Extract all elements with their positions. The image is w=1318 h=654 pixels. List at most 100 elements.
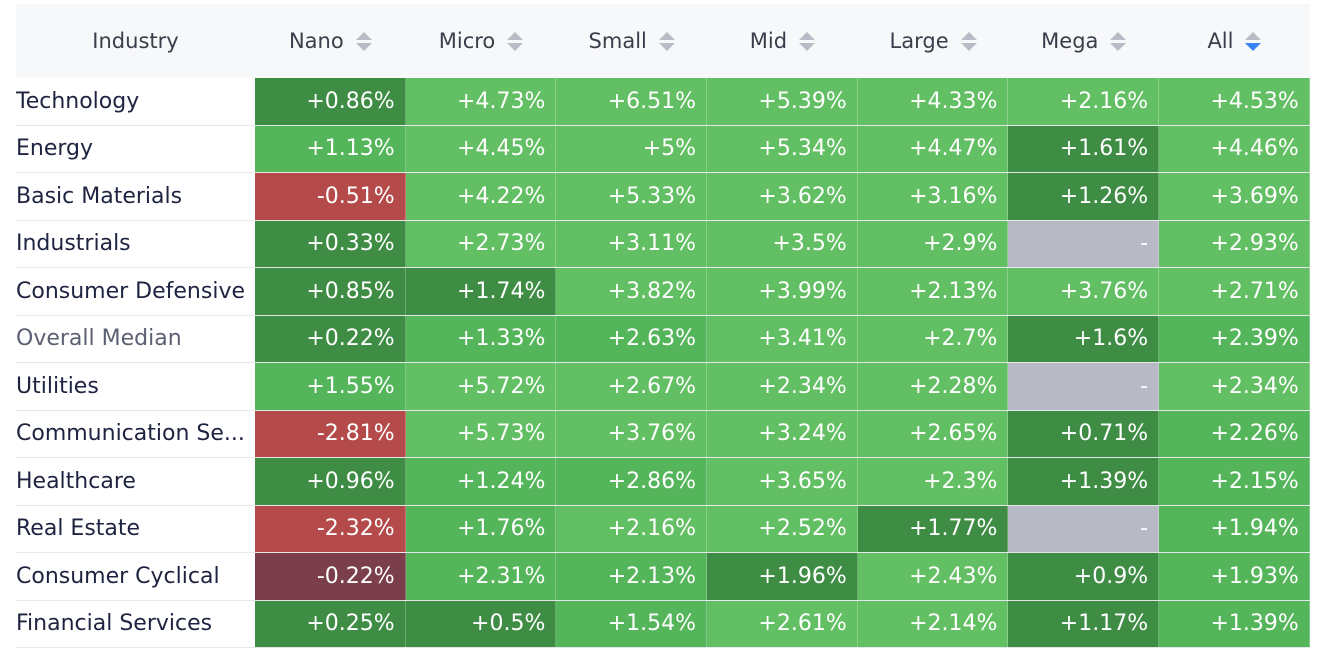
table-row[interactable]: Technology +0.86% +4.73% +6.51% +5.39% +4.33%… — [16, 78, 1310, 126]
value-cell: +2.26% — [1159, 410, 1310, 457]
value-cell: +1.96% — [707, 553, 858, 600]
industry-label: Consumer Cyclical — [16, 563, 220, 589]
value-cell: +4.22% — [405, 173, 557, 220]
value-cell: +6.51% — [556, 78, 708, 125]
value-cell: +2.9% — [857, 220, 1009, 267]
value-cell: +0.71% — [1008, 410, 1160, 457]
table-row[interactable]: Energy +1.13% +4.45% +5% +5.34% +4.47% +1.61% +… — [16, 125, 1310, 173]
value-cell: -2.32% — [255, 505, 406, 552]
table-row[interactable]: Healthcare +0.96% +1.24% +2.86% +3.65% +2.3% +… — [16, 458, 1310, 506]
value-cell: +0.25% — [255, 600, 406, 647]
value-cell: +2.13% — [857, 268, 1009, 315]
value-cell: +2.39% — [1159, 315, 1310, 362]
table-row[interactable]: Utilities +1.55% +5.72% +2.67% +2.34% +2.28% -… — [16, 363, 1310, 411]
value-cell: +1.76% — [405, 505, 557, 552]
industry-label: Industrials — [16, 231, 131, 257]
value-cell: +3.5% — [707, 220, 858, 267]
value-cell: +3.69% — [1159, 173, 1310, 220]
value-cell: -0.22% — [255, 553, 406, 600]
industry-label: Consumer Defensive — [16, 278, 246, 304]
value-cell: +3.65% — [707, 458, 858, 505]
value-cell: +0.22% — [255, 315, 406, 362]
value-cell: +3.76% — [1008, 268, 1160, 315]
value-cell: +4.33% — [857, 78, 1009, 125]
sort-icon — [1110, 31, 1127, 51]
value-cell: +5.33% — [556, 173, 708, 220]
value-cell: +1.74% — [405, 268, 557, 315]
table-row[interactable]: Overall Median +0.22% +1.33% +2.63% +3.41% +2… — [16, 315, 1310, 363]
value-cell: +3.41% — [707, 315, 858, 362]
industry-label: Basic Materials — [16, 183, 183, 209]
table-row[interactable]: Consumer Defensive +0.85% +1.74% +3.82% +3.9… — [16, 268, 1310, 316]
value-cell: +2.73% — [405, 220, 557, 267]
value-cell: +5.73% — [405, 410, 557, 457]
header-nano[interactable]: Nano — [255, 4, 406, 78]
table-row[interactable]: Basic Materials -0.51% +4.22% +5.33% +3.62% +… — [16, 173, 1310, 221]
value-cell: +3.24% — [707, 410, 858, 457]
table-row[interactable]: Consumer Cyclical -0.22% +2.31% +2.13% +1.96… — [16, 553, 1310, 601]
value-cell: +5.34% — [707, 125, 858, 172]
header-industry[interactable]: Industry — [16, 4, 255, 78]
header-label: All — [1207, 29, 1234, 53]
value-cell: +2.65% — [857, 410, 1009, 457]
header-all[interactable]: All — [1159, 4, 1310, 78]
value-cell: +4.46% — [1159, 125, 1310, 172]
header-mid[interactable]: Mid — [707, 4, 858, 78]
value-cell: +4.53% — [1159, 78, 1310, 125]
table-row[interactable]: Communication Se... -2.81% +5.73% +3.76% +3.… — [16, 410, 1310, 458]
header-label: Mid — [749, 29, 788, 53]
value-cell: -2.81% — [255, 410, 406, 457]
industry-label: Overall Median — [16, 326, 182, 352]
header-mega[interactable]: Mega — [1008, 4, 1159, 78]
industry-label: Financial Services — [16, 611, 213, 637]
value-cell: - — [1008, 220, 1160, 267]
table-row[interactable]: Financial Services +0.25% +0.5% +1.54% +2.61… — [16, 600, 1310, 648]
header-label: Large — [889, 29, 949, 53]
table-body: Technology +0.86% +4.73% +6.51% +5.39% +4.33%… — [16, 78, 1310, 648]
value-cell: +5% — [556, 125, 708, 172]
header-large[interactable]: Large — [858, 4, 1009, 78]
value-cell: +1.77% — [857, 505, 1009, 552]
industry-label: Technology — [16, 88, 140, 114]
value-cell: +4.45% — [405, 125, 557, 172]
table-row[interactable]: Industrials +0.33% +2.73% +3.11% +3.5% +2.9% -… — [16, 220, 1310, 268]
header-micro[interactable]: Micro — [406, 4, 557, 78]
value-cell: +1.55% — [255, 363, 406, 410]
value-cell: +1.39% — [1159, 600, 1310, 647]
sort-icon — [960, 31, 977, 51]
value-cell: +1.93% — [1159, 553, 1310, 600]
header-label: Micro — [438, 29, 496, 53]
value-cell: +2.34% — [1159, 363, 1310, 410]
sort-icon — [658, 31, 675, 51]
value-cell: - — [1008, 505, 1160, 552]
value-cell: +3.16% — [857, 173, 1009, 220]
sort-icon — [799, 31, 816, 51]
value-cell: +2.61% — [707, 600, 858, 647]
value-cell: +5.39% — [707, 78, 858, 125]
value-cell: +2.7% — [857, 315, 1009, 362]
value-cell: +2.16% — [556, 505, 708, 552]
value-cell: +2.3% — [857, 458, 1009, 505]
value-cell: +0.96% — [255, 458, 406, 505]
value-cell: +0.33% — [255, 220, 406, 267]
value-cell: +0.85% — [255, 268, 406, 315]
value-cell: +4.73% — [405, 78, 557, 125]
header-label: Nano — [288, 29, 344, 53]
value-cell: +3.99% — [707, 268, 858, 315]
header-label: Small — [588, 29, 647, 53]
value-cell: +2.52% — [707, 505, 858, 552]
table-header: Industry Nano Micro Small Mid Large Mega… — [16, 4, 1310, 78]
industry-label: Real Estate — [16, 516, 141, 542]
value-cell: +2.93% — [1159, 220, 1310, 267]
value-cell: +2.13% — [556, 553, 708, 600]
table-row[interactable]: Real Estate -2.32% +1.76% +2.16% +2.52% +1.77… — [16, 505, 1310, 553]
value-cell: +1.24% — [405, 458, 557, 505]
header-small[interactable]: Small — [556, 4, 707, 78]
industry-label: Communication Se... — [16, 421, 245, 447]
sort-icon — [507, 31, 524, 51]
industry-label: Utilities — [16, 373, 99, 399]
value-cell: +3.62% — [707, 173, 858, 220]
industry-label: Healthcare — [16, 468, 136, 494]
header-label: Mega — [1041, 29, 1099, 53]
